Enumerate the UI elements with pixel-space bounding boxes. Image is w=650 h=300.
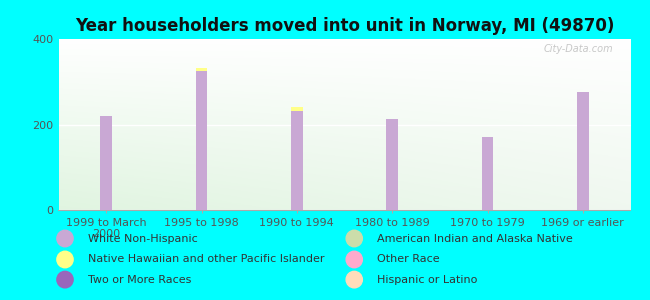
Bar: [387, 119, 398, 210]
Text: Native Hawaiian and other Pacific Islander: Native Hawaiian and other Pacific Island…: [88, 254, 324, 265]
Text: American Indian and Alaska Native: American Indian and Alaska Native: [377, 233, 573, 244]
Title: Year householders moved into unit in Norway, MI (49870): Year householders moved into unit in Nor…: [75, 17, 614, 35]
Text: White Non-Hispanic: White Non-Hispanic: [88, 233, 198, 244]
Bar: [196, 68, 207, 71]
Text: Other Race: Other Race: [377, 254, 439, 265]
Bar: [291, 107, 302, 111]
Text: City-Data.com: City-Data.com: [543, 44, 614, 54]
Bar: [291, 111, 302, 210]
Bar: [196, 71, 207, 210]
Text: Hispanic or Latino: Hispanic or Latino: [377, 274, 477, 285]
Text: Two or More Races: Two or More Races: [88, 274, 191, 285]
Bar: [101, 116, 112, 210]
Bar: [482, 137, 493, 210]
Bar: [577, 92, 588, 210]
